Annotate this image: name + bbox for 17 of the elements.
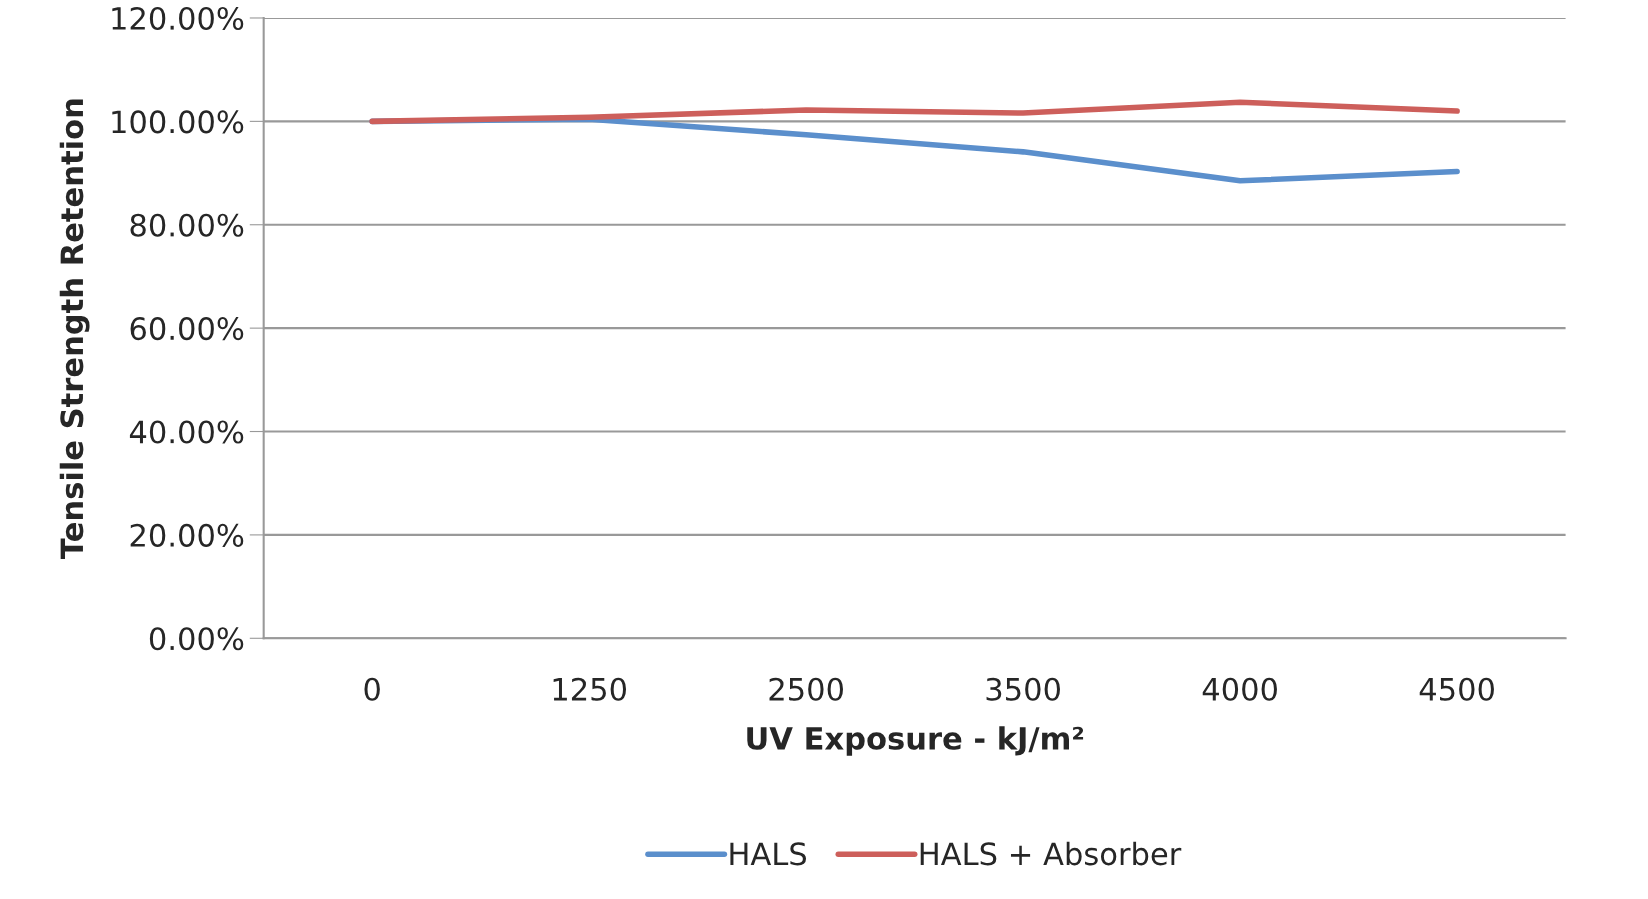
y-tick-label: 120.00% bbox=[112, 6, 244, 31]
legend-label: HALS bbox=[730, 842, 807, 866]
x-tick-label: 0 bbox=[364, 677, 380, 701]
y-tick-label: 100.00% bbox=[112, 110, 244, 134]
legend-label: HALS + Absorber bbox=[920, 841, 1182, 866]
y-tick-label: 40.00% bbox=[129, 420, 244, 444]
x-tick-label: 1250 bbox=[553, 677, 627, 701]
x-tick-label: 2500 bbox=[769, 677, 843, 701]
y-tick-label: 60.00% bbox=[130, 317, 244, 341]
x-axis-title: UV Exposure - kJ/m² bbox=[747, 726, 1084, 756]
y-axis-title: Tensile Strength Retention bbox=[59, 99, 90, 559]
y-tick-label: 20.00% bbox=[130, 523, 244, 547]
y-tick-label: 0.00% bbox=[149, 627, 244, 651]
x-tick-label: 4000 bbox=[1202, 677, 1277, 701]
x-tick-label: 3500 bbox=[986, 677, 1060, 701]
x-tick-label: 4500 bbox=[1419, 677, 1494, 701]
y-tick-label: 80.00% bbox=[130, 213, 244, 237]
